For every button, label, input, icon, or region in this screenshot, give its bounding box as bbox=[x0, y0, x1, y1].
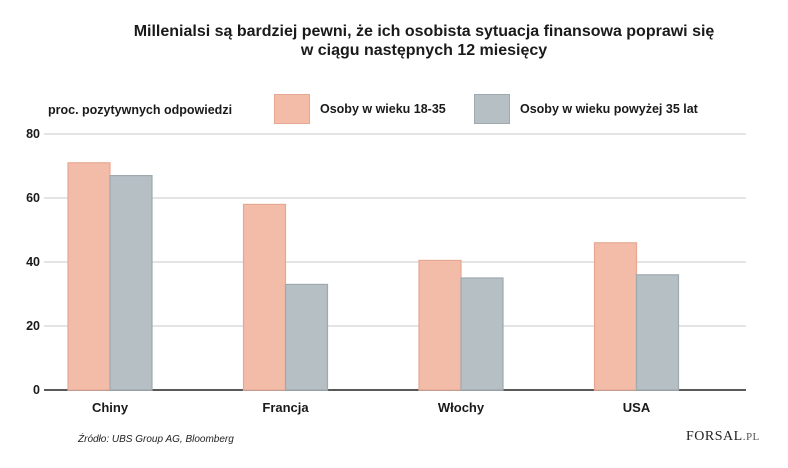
y-tick-label-40: 40 bbox=[26, 255, 40, 269]
legend-item-18-35: Osoby w wieku 18-35 bbox=[274, 94, 446, 124]
bar-włochy-series-2 bbox=[460, 277, 504, 391]
y-tick-label-0: 0 bbox=[33, 383, 40, 397]
y-tick-label-80: 80 bbox=[26, 127, 40, 141]
logo-text: FORSAL bbox=[686, 429, 743, 444]
chart-title-line-1: Millenialsi są bardziej pewni, że ich os… bbox=[133, 23, 715, 40]
legend-swatch-over-35 bbox=[474, 94, 510, 124]
logo-suffix: .PL bbox=[742, 431, 760, 443]
y-tick-label-20: 20 bbox=[26, 319, 40, 333]
bar-chiny-series-2 bbox=[109, 175, 153, 391]
bar-chiny-series-1 bbox=[67, 162, 111, 391]
x-category-label-2: Włochy bbox=[438, 400, 485, 415]
bar-usa-series-1 bbox=[593, 242, 638, 391]
forsal-logo: FORSAL.PL bbox=[686, 429, 760, 445]
legend-label-18-35: Osoby w wieku 18-35 bbox=[320, 102, 446, 116]
x-category-label-0: Chiny bbox=[92, 400, 129, 415]
y-axis-label: proc. pozytywnych odpowiedzi bbox=[48, 103, 233, 117]
y-tick-label-60: 60 bbox=[26, 191, 40, 205]
legend-label-over-35: Osoby w wieku powyżej 35 lat bbox=[520, 102, 698, 116]
x-category-label-3: USA bbox=[623, 400, 651, 415]
source-note: Źródło: UBS Group AG, Bloomberg bbox=[78, 434, 234, 445]
chart-title-line-2: w ciągu następnych 12 miesięcy bbox=[300, 42, 548, 59]
bar-francja-series-1 bbox=[242, 203, 287, 391]
x-category-label-1: Francja bbox=[262, 400, 309, 415]
legend-swatch-18-35 bbox=[274, 94, 310, 124]
legend-item-over-35: Osoby w wieku powyżej 35 lat bbox=[474, 94, 698, 124]
bar-włochy-series-1 bbox=[418, 259, 462, 391]
bar-francja-series-2 bbox=[284, 283, 329, 391]
chart-title: Millenialsi są bardziej pewni, że ich os… bbox=[0, 22, 788, 60]
bar-usa-series-2 bbox=[635, 274, 680, 391]
